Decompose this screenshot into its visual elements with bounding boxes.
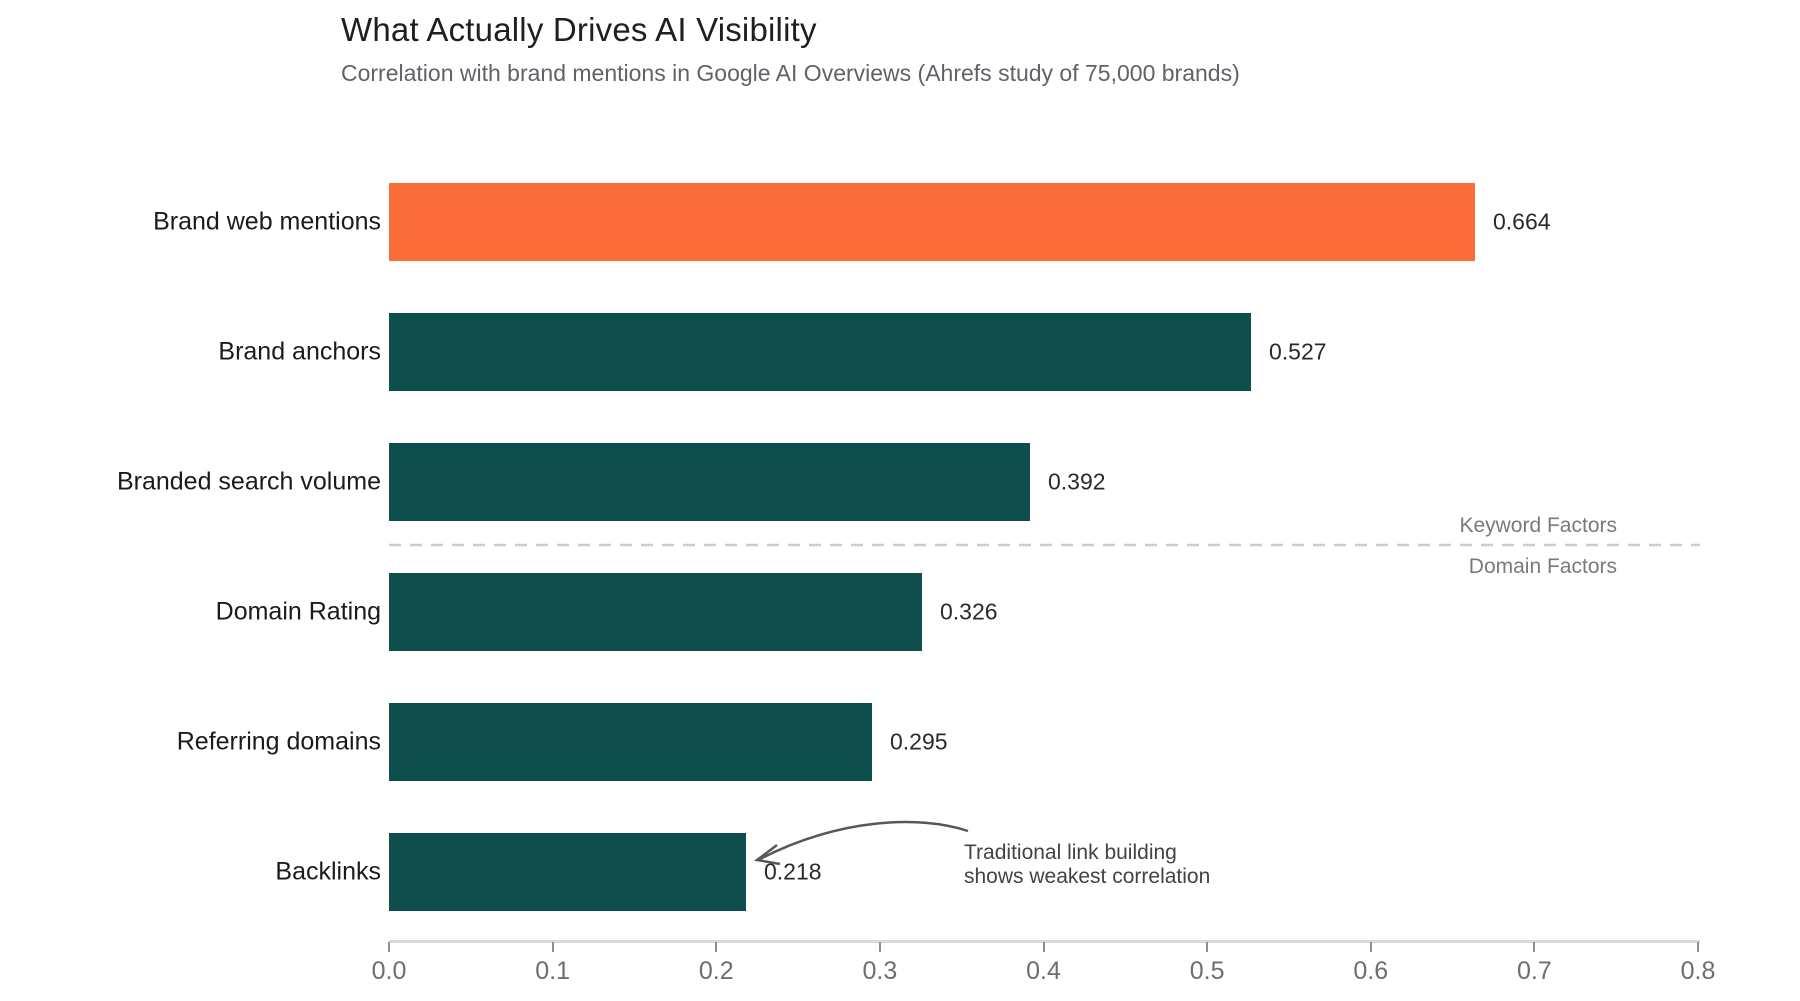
x-tick-label-0.2: 0.2 [698,957,734,985]
x-tick-mark-0.7 [1533,942,1536,952]
x-tick-mark-0.8 [1697,942,1699,952]
value-label-brand-web-mentions: 0.664 [1493,208,1551,235]
annotation-line-1: Traditional link building [964,841,1177,864]
category-label-domain-rating: Domain Rating [215,597,381,626]
x-tick-mark-0.0 [388,942,390,952]
bar-domain-rating [389,573,922,651]
x-tick-mark-0.3 [878,942,881,952]
bar-branded-search-volume [389,443,1030,521]
annotation-line-2: shows weakest correlation [964,865,1211,888]
category-label-brand-web-mentions: Brand web mentions [153,207,381,236]
value-label-domain-rating: 0.326 [940,598,998,625]
x-tick-mark-0.4 [1042,942,1045,952]
bar-brand-web-mentions [389,183,1475,261]
category-label-branded-search-volume: Branded search volume [116,467,381,496]
x-tick-mark-0.5 [1206,942,1209,952]
x-tick-mark-0.1 [551,942,554,952]
domain-factors-label: Domain Factors [1468,555,1617,578]
category-label-referring-domains: Referring domains [176,727,381,756]
keyword-factors-label: Keyword Factors [1459,514,1617,537]
category-label-backlinks: Backlinks [275,857,381,886]
x-tick-label-0.8: 0.8 [1680,957,1716,985]
value-label-backlinks: 0.218 [764,858,822,885]
x-tick-label-0.7: 0.7 [1516,957,1552,985]
x-tick-mark-0.6 [1369,942,1372,952]
x-tick-label-0.5: 0.5 [1189,957,1225,985]
x-tick-label-0.4: 0.4 [1026,957,1061,985]
bar-backlinks [389,833,746,911]
chart-title: What Actually Drives AI Visibility [341,11,817,48]
value-label-referring-domains: 0.295 [890,728,948,755]
annotation-arrow [759,820,969,861]
category-label-brand-anchors: Brand anchors [218,337,381,366]
x-tick-label-0.0: 0.0 [371,957,407,985]
x-tick-label-0.3: 0.3 [862,957,898,985]
value-label-branded-search-volume: 0.392 [1048,468,1106,495]
bar-referring-domains [389,703,872,781]
x-axis-line [389,940,1700,943]
x-tick-mark-0.2 [715,942,718,952]
annotation-text: Traditional link building shows weakest … [964,841,1210,889]
x-tick-label-0.6: 0.6 [1353,957,1389,985]
bar-brand-anchors [389,313,1251,391]
chart-subtitle: Correlation with brand mentions in Googl… [341,60,1240,86]
value-label-brand-anchors: 0.527 [1269,338,1327,365]
x-tick-label-0.1: 0.1 [535,957,570,985]
